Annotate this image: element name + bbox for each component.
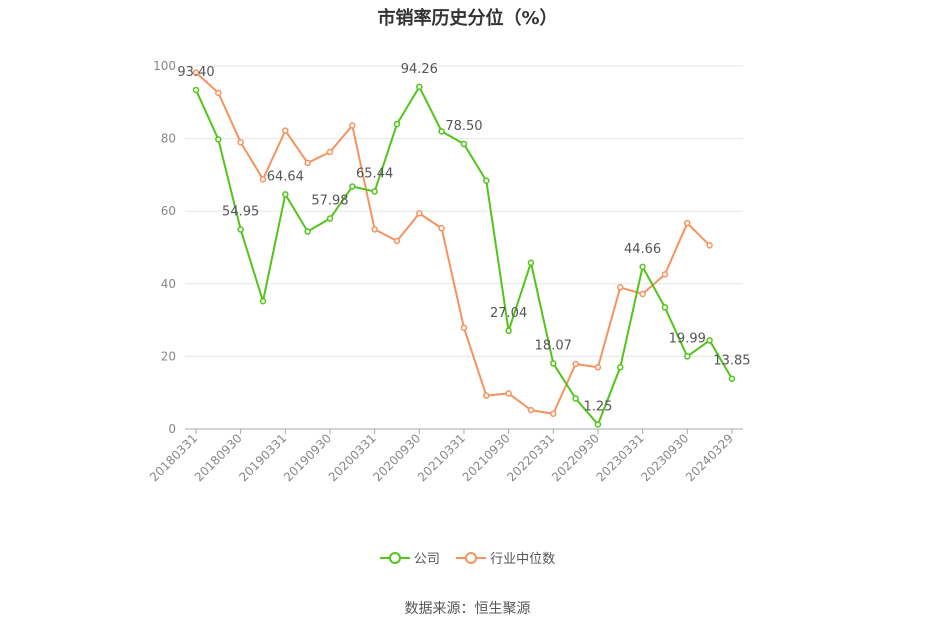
data-point [371, 188, 378, 195]
x-tick-label: 20190930 [281, 431, 334, 484]
x-tick-label: 20220930 [549, 431, 602, 484]
data-point [192, 69, 200, 76]
data-point [505, 327, 512, 335]
line-chart: 0 20 40 60 80 100 2018033120180930201903312019… [147, 59, 750, 484]
data-point [259, 297, 267, 305]
x-tick-label: 20220331 [504, 431, 557, 484]
data-point [617, 364, 624, 371]
data-point [594, 421, 602, 428]
legend-label: 公司 [413, 552, 440, 567]
data-point [393, 237, 401, 245]
data-point [483, 177, 490, 184]
data-point [304, 228, 311, 235]
data-point [326, 215, 334, 222]
data-point [192, 86, 200, 94]
data-point [728, 375, 736, 382]
data-point [438, 128, 445, 135]
y-tick-label: 0 [168, 422, 176, 436]
chart-title: 市销率历史分位（%） [377, 8, 558, 29]
source-note: 数据来源：恒生聚源 [404, 601, 531, 617]
data-labels: 93.40 54.95 64.64 57.98 65.44 94.26 78.50 27.04… [177, 62, 750, 415]
data-point [505, 390, 512, 397]
legend-line-marker-icon [379, 551, 410, 564]
data-label: 18.07 [535, 338, 572, 353]
data-point [259, 176, 267, 183]
x-tick-label: 20180930 [192, 431, 245, 484]
x-tick-label: 20200930 [370, 431, 423, 484]
x-tick-label: 20210930 [460, 431, 513, 484]
data-point [661, 271, 669, 278]
x-tick-label: 20230930 [638, 431, 691, 484]
x-tick-label: 20190331 [236, 431, 289, 484]
data-point [550, 410, 557, 418]
data-label: 44.66 [624, 242, 661, 257]
data-point [483, 392, 490, 399]
data-label: 57.98 [311, 194, 348, 209]
legend: 公司 行业中位数 [0, 548, 935, 569]
x-tick-label: 20200331 [326, 431, 379, 484]
y-tick-label: 20 [161, 349, 176, 363]
data-point [572, 360, 579, 368]
data-point [706, 337, 713, 344]
data-point [215, 89, 222, 97]
x-tick-label: 20230331 [594, 431, 647, 484]
data-point [237, 138, 244, 146]
data-point [438, 225, 445, 232]
legend-label: 行业中位数 [490, 552, 556, 567]
data-point [393, 120, 401, 128]
data-point [326, 148, 334, 156]
data-point [617, 284, 624, 291]
y-tick-label: 80 [161, 132, 176, 146]
data-point [416, 83, 423, 91]
data-point [349, 122, 356, 129]
data-point [349, 183, 356, 190]
data-label: 94.26 [401, 62, 438, 77]
x-tick-label: 20210331 [415, 431, 468, 484]
data-point [460, 140, 468, 148]
data-point [527, 406, 535, 414]
y-tick-label: 40 [161, 277, 176, 291]
series-line [195, 71, 711, 415]
grid-lines [185, 65, 743, 357]
y-tick-label: 60 [161, 204, 176, 218]
data-point [304, 159, 311, 167]
data-point [684, 353, 691, 360]
data-point [237, 226, 244, 233]
data-point [282, 127, 289, 134]
y-tick-label: 100 [153, 59, 176, 73]
data-point [550, 360, 557, 367]
data-label: 64.64 [267, 169, 304, 184]
data-label: 1.25 [583, 399, 612, 414]
data-label: 65.44 [356, 166, 393, 181]
data-label: 93.40 [177, 65, 214, 80]
data-point [416, 210, 423, 217]
data-point [639, 290, 646, 298]
legend-item-company[interactable]: 公司 [379, 548, 440, 567]
data-label: 78.50 [445, 119, 482, 134]
x-tick-label: 20180331 [147, 431, 200, 484]
data-label: 13.85 [713, 354, 750, 369]
data-point [282, 191, 289, 198]
series-lines [192, 69, 736, 428]
data-point [527, 259, 535, 266]
data-point [706, 242, 713, 249]
data-point [594, 364, 602, 371]
legend-item-industry-median[interactable]: 行业中位数 [456, 548, 555, 567]
x-tick-label: 20240329 [683, 431, 736, 484]
data-point [371, 226, 378, 233]
data-label: 19.99 [669, 331, 706, 346]
legend-line-marker-icon [456, 551, 487, 564]
data-label: 54.95 [222, 205, 259, 220]
data-point [460, 324, 468, 331]
data-label: 27.04 [490, 306, 527, 321]
data-point [215, 136, 222, 143]
data-point [572, 395, 579, 402]
data-point [661, 304, 669, 311]
data-point [684, 219, 691, 227]
data-point [639, 263, 646, 271]
